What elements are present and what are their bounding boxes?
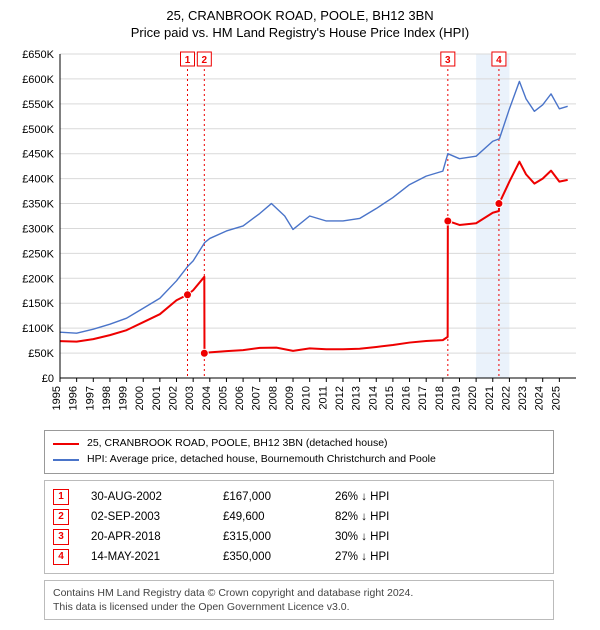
svg-text:£300K: £300K [22,223,54,235]
svg-text:2021: 2021 [484,386,496,410]
legend-item-hpi: HPI: Average price, detached house, Bour… [53,452,545,468]
svg-text:£50K: £50K [28,348,54,360]
svg-text:2005: 2005 [217,386,229,410]
sale-date: 14-MAY-2021 [91,551,201,563]
svg-text:1997: 1997 [84,386,96,410]
sale-marker: 1 [53,489,69,505]
legend-swatch [53,443,79,445]
svg-text:2004: 2004 [201,386,213,410]
svg-text:1995: 1995 [51,386,63,410]
svg-text:£150K: £150K [22,298,54,310]
svg-text:2003: 2003 [184,386,196,410]
sale-price: £315,000 [223,531,313,543]
svg-text:2008: 2008 [267,386,279,410]
svg-text:£200K: £200K [22,273,54,285]
svg-text:£350K: £350K [22,199,54,211]
svg-text:2000: 2000 [134,386,146,410]
license-line: This data is licensed under the Open Gov… [53,600,545,614]
svg-text:2006: 2006 [234,386,246,410]
legend-swatch [53,459,79,461]
svg-text:1: 1 [185,55,191,66]
svg-text:3: 3 [445,55,451,66]
sale-delta: 26% ↓ HPI [335,491,445,503]
svg-text:2022: 2022 [500,386,512,410]
legend-item-property: 25, CRANBROOK ROAD, POOLE, BH12 3BN (det… [53,436,545,452]
sales-row: 4 14-MAY-2021 £350,000 27% ↓ HPI [53,547,545,567]
svg-text:2013: 2013 [351,386,363,410]
sale-price: £350,000 [223,551,313,563]
svg-text:£0: £0 [42,373,54,385]
svg-text:2020: 2020 [467,386,479,410]
sale-marker: 2 [53,509,69,525]
sale-date: 02-SEP-2003 [91,511,201,523]
svg-text:2024: 2024 [534,386,546,410]
svg-text:1998: 1998 [101,386,113,410]
sale-delta: 30% ↓ HPI [335,531,445,543]
svg-text:2023: 2023 [517,386,529,410]
svg-text:£550K: £550K [22,99,54,111]
svg-text:£450K: £450K [22,149,54,161]
legend-label: 25, CRANBROOK ROAD, POOLE, BH12 3BN (det… [87,436,388,452]
svg-text:2014: 2014 [367,386,379,410]
svg-text:£250K: £250K [22,248,54,260]
sales-row: 1 30-AUG-2002 £167,000 26% ↓ HPI [53,487,545,507]
sale-price: £49,600 [223,511,313,523]
sale-marker: 4 [53,549,69,565]
svg-text:£650K: £650K [22,49,54,61]
sales-row: 3 20-APR-2018 £315,000 30% ↓ HPI [53,527,545,547]
chart-container: { "titles": { "main": "25, CRANBROOK ROA… [0,0,600,620]
sales-table: 1 30-AUG-2002 £167,000 26% ↓ HPI 2 02-SEP-200… [44,480,554,574]
svg-text:2009: 2009 [284,386,296,410]
legend: 25, CRANBROOK ROAD, POOLE, BH12 3BN (det… [44,430,554,474]
svg-text:2018: 2018 [434,386,446,410]
license-notice: Contains HM Land Registry data © Crown c… [44,580,554,620]
svg-text:2: 2 [202,55,208,66]
svg-text:2002: 2002 [168,386,180,410]
svg-text:2016: 2016 [401,386,413,410]
legend-label: HPI: Average price, detached house, Bour… [87,452,436,468]
sale-price: £167,000 [223,491,313,503]
svg-text:2017: 2017 [417,386,429,410]
svg-text:£100K: £100K [22,323,54,335]
sale-date: 30-AUG-2002 [91,491,201,503]
chart-titles: 25, CRANBROOK ROAD, POOLE, BH12 3BN Pric… [0,0,600,44]
svg-text:1996: 1996 [68,386,80,410]
sale-marker: 3 [53,529,69,545]
svg-text:£500K: £500K [22,124,54,136]
svg-text:1999: 1999 [118,386,130,410]
svg-text:2015: 2015 [384,386,396,410]
svg-text:2025: 2025 [550,386,562,410]
sales-row: 2 02-SEP-2003 £49,600 82% ↓ HPI [53,507,545,527]
svg-text:2010: 2010 [301,386,313,410]
svg-text:2012: 2012 [334,386,346,410]
svg-text:£600K: £600K [22,74,54,86]
svg-text:2019: 2019 [450,386,462,410]
svg-text:£400K: £400K [22,174,54,186]
title-main: 25, CRANBROOK ROAD, POOLE, BH12 3BN [10,8,590,23]
chart-svg: £0 £50K £100K £150K £200K £250K £300K £350K £400… [10,44,590,424]
sale-delta: 27% ↓ HPI [335,551,445,563]
license-line: Contains HM Land Registry data © Crown c… [53,586,545,600]
svg-text:2001: 2001 [151,386,163,410]
svg-text:4: 4 [496,55,502,66]
chart-area: £0 £50K £100K £150K £200K £250K £300K £350K £400… [10,44,590,424]
svg-text:2007: 2007 [251,386,263,410]
sale-delta: 82% ↓ HPI [335,511,445,523]
title-sub: Price paid vs. HM Land Registry's House … [10,25,590,40]
sale-date: 20-APR-2018 [91,531,201,543]
svg-text:2011: 2011 [317,386,329,410]
